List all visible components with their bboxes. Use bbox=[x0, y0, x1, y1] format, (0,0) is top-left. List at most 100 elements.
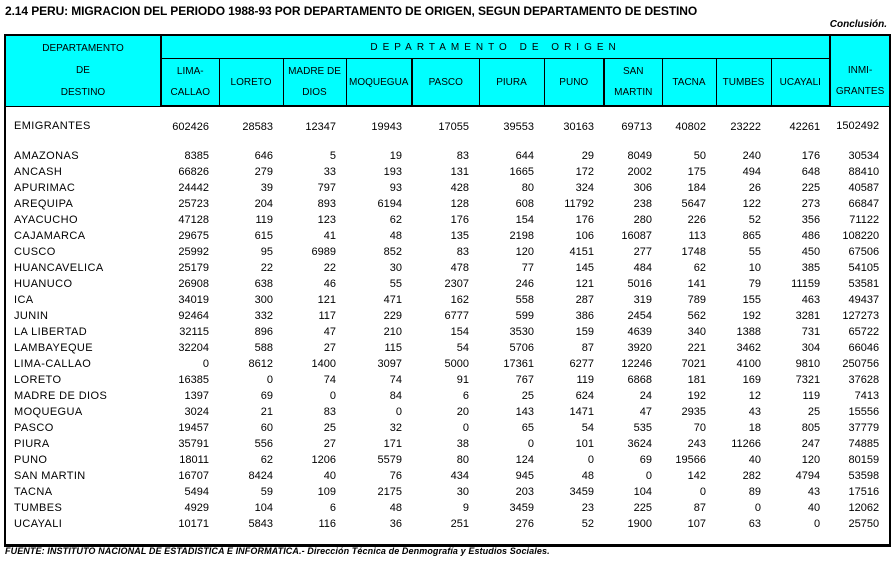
cell-value: 300 bbox=[254, 294, 273, 306]
cell-value: 52 bbox=[748, 214, 761, 226]
cell-value: 38 bbox=[456, 438, 469, 450]
cell-value: 2935 bbox=[681, 406, 706, 418]
cell-value: 92464 bbox=[178, 310, 209, 322]
cell-value: 10 bbox=[748, 262, 761, 274]
table-row: AREQUIPA 25723 204 893 6194 128 608 11792 238 564… bbox=[5, 196, 890, 212]
cell-value: 119 bbox=[802, 390, 821, 402]
cell-value: 193 bbox=[383, 166, 402, 178]
cell-value: 486 bbox=[801, 230, 821, 242]
cell-value: 127273 bbox=[842, 310, 880, 322]
cell-value: 0 bbox=[699, 486, 706, 498]
cell-value: 12347 bbox=[305, 120, 336, 133]
migration-table: DEPARTAMENTO DE DESTINO DEPARTAMENTO DE … bbox=[4, 34, 892, 547]
cell-value: 280 bbox=[633, 214, 652, 226]
cell-value: 494 bbox=[742, 166, 761, 178]
cell-value: 945 bbox=[515, 470, 534, 482]
table-row: AMAZONAS 8385 646 5 19 83 644 29 8049 50 240 176 305… bbox=[5, 148, 890, 164]
cell-value: 25750 bbox=[848, 518, 880, 530]
table-row: LORETO 16385 0 74 74 91 767 119 6868 181 169 7321 37… bbox=[5, 372, 890, 388]
cell-value: 3281 bbox=[795, 310, 821, 322]
cell-value: 16385 bbox=[178, 374, 209, 386]
cell-value: 11159 bbox=[791, 278, 821, 290]
cell-value: 70 bbox=[693, 422, 706, 434]
cell-value: 76 bbox=[389, 470, 402, 482]
cell-value: 26908 bbox=[178, 278, 209, 290]
cell-value: 16087 bbox=[621, 230, 652, 242]
cell-value: 34019 bbox=[178, 294, 209, 306]
cell-value: 478 bbox=[450, 262, 469, 274]
cell-value: 797 bbox=[317, 182, 336, 194]
cell-value: 62 bbox=[693, 262, 706, 274]
origin-column-header: TACNA bbox=[661, 58, 717, 107]
cell-value: 29 bbox=[581, 150, 594, 162]
table-row: CAJAMARCA 29675 615 41 48 135 2198 106 16087 113 8… bbox=[5, 228, 890, 244]
cell-value: 5 bbox=[329, 150, 336, 162]
cell-value: 145 bbox=[575, 262, 594, 274]
cell-value: 18011 bbox=[179, 454, 209, 466]
cell-value: 83 bbox=[323, 406, 336, 418]
cell-value: 80 bbox=[456, 454, 469, 466]
cell-value: 69 bbox=[260, 390, 273, 402]
row-label: TUMBES bbox=[14, 502, 63, 514]
cell-value: 30 bbox=[389, 262, 402, 274]
cell-value: 32204 bbox=[178, 342, 209, 354]
cell-value: 143 bbox=[515, 406, 534, 418]
cell-value: 19 bbox=[389, 150, 402, 162]
cell-value: 83 bbox=[456, 150, 469, 162]
cell-value: 66826 bbox=[178, 166, 209, 178]
cell-value: 2175 bbox=[377, 486, 402, 498]
origin-column-header: TUMBES bbox=[715, 58, 772, 107]
source-note: FUENTE: INSTITUTO NACIONAL DE ESTADISTIC… bbox=[5, 546, 550, 556]
cell-value: 852 bbox=[383, 246, 402, 258]
cell-value: 48 bbox=[581, 470, 594, 482]
cell-value: 28583 bbox=[242, 120, 273, 133]
row-label: CAJAMARCA bbox=[14, 230, 86, 242]
cell-value: 19943 bbox=[371, 120, 402, 133]
cell-value: 87 bbox=[581, 342, 594, 354]
table-row: HUANCAVELICA 25179 22 22 30 478 77 145 484 62 10 38… bbox=[5, 260, 890, 276]
cell-value: 4794 bbox=[795, 470, 821, 482]
destination-header: DEPARTAMENTO DE DESTINO bbox=[4, 34, 162, 107]
table-row: PUNO 18011 62 1206 5579 80 124 0 69 19566 40 120 801… bbox=[5, 452, 890, 468]
row-label: LAMBAYEQUE bbox=[14, 342, 93, 354]
table-row: LA LIBERTAD 32115 896 47 210 154 3530 159 4639 34… bbox=[5, 324, 890, 340]
table-row: ICA 34019 300 121 471 162 558 287 319 789 155 463 49… bbox=[5, 292, 890, 308]
cell-value: 9810 bbox=[795, 358, 821, 370]
cell-value: 52 bbox=[581, 518, 594, 530]
cell-value: 25723 bbox=[178, 198, 209, 210]
cell-value: 19566 bbox=[675, 454, 706, 466]
cell-value: 30 bbox=[456, 486, 469, 498]
cell-value: 4639 bbox=[627, 326, 652, 338]
cell-value: 121 bbox=[317, 294, 336, 306]
cell-value: 276 bbox=[515, 518, 534, 530]
cell-value: 62 bbox=[389, 214, 402, 226]
cell-value: 340 bbox=[687, 326, 706, 338]
cell-value: 63 bbox=[748, 518, 761, 530]
cell-value: 648 bbox=[801, 166, 821, 178]
table-row: CUSCO 25992 95 6989 852 83 120 4151 277 1748 55 450… bbox=[5, 244, 890, 260]
row-label: HUANCAVELICA bbox=[14, 262, 104, 274]
cell-value: 3459 bbox=[569, 486, 594, 498]
cell-value: 558 bbox=[515, 294, 534, 306]
cell-value: 0 bbox=[329, 390, 336, 402]
cell-value: 7321 bbox=[795, 374, 821, 386]
cell-value: 95 bbox=[260, 246, 273, 258]
cell-value: 225 bbox=[801, 182, 821, 194]
cell-value: 108220 bbox=[842, 230, 880, 242]
cell-value: 24442 bbox=[178, 182, 209, 194]
cell-value: 67506 bbox=[848, 246, 880, 258]
cell-value: 789 bbox=[687, 294, 706, 306]
table-header: DEPARTAMENTO DE DESTINO DEPARTAMENTO DE … bbox=[4, 34, 891, 107]
cell-value: 25179 bbox=[178, 262, 209, 274]
cell-value: 16707 bbox=[178, 470, 209, 482]
cell-value: 434 bbox=[450, 470, 469, 482]
cell-value: 6989 bbox=[311, 246, 336, 258]
cell-value: 18 bbox=[748, 422, 761, 434]
cell-value: 646 bbox=[254, 150, 273, 162]
cell-value: 1400 bbox=[311, 358, 336, 370]
cell-value: 229 bbox=[383, 310, 402, 322]
cell-value: 226 bbox=[687, 214, 706, 226]
cell-value: 1206 bbox=[311, 454, 336, 466]
cell-value: 30163 bbox=[563, 120, 594, 133]
cell-value: 69 bbox=[639, 454, 652, 466]
